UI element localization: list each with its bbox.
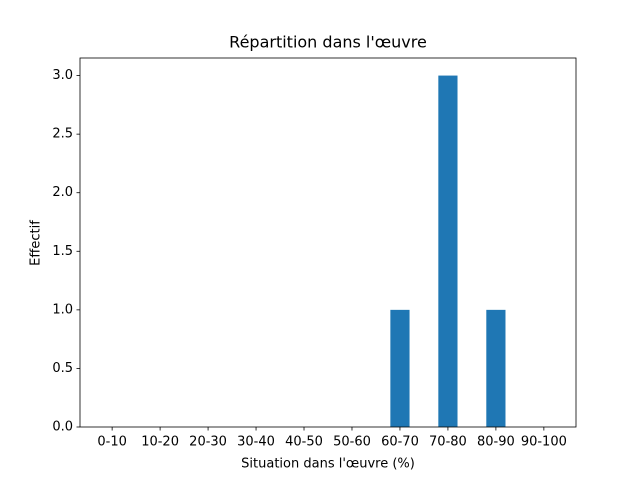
- y-tick-label: 0.5: [52, 361, 73, 376]
- bar: [438, 75, 458, 428]
- x-axis-label: Situation dans l'œuvre (%): [241, 457, 415, 472]
- x-tick-label: 60-70: [381, 435, 419, 450]
- x-tick-label: 70-80: [429, 435, 467, 450]
- chart-title: Répartition dans l'œuvre: [229, 33, 427, 52]
- y-tick-label: 2.0: [52, 185, 73, 200]
- y-tick-label: 2.5: [52, 127, 73, 142]
- y-tick-label: 1.5: [52, 244, 73, 259]
- x-tick-label: 20-30: [189, 435, 227, 450]
- x-tick-label: 0-10: [97, 435, 127, 450]
- x-tick-label: 80-90: [477, 435, 515, 450]
- x-tick-label: 40-50: [285, 435, 323, 450]
- x-tick-label: 50-60: [333, 435, 371, 450]
- bar: [486, 309, 506, 427]
- x-tick-label: 90-100: [521, 435, 567, 450]
- x-tick-label: 10-20: [141, 435, 179, 450]
- y-tick-label: 1.0: [52, 302, 73, 317]
- y-axis-label: Effectif: [29, 220, 44, 266]
- plot-frame: [79, 57, 577, 428]
- y-tick-label: 3.0: [52, 68, 73, 83]
- bar: [390, 309, 410, 427]
- y-tick-label: 0.0: [52, 420, 73, 435]
- x-tick-label: 30-40: [237, 435, 275, 450]
